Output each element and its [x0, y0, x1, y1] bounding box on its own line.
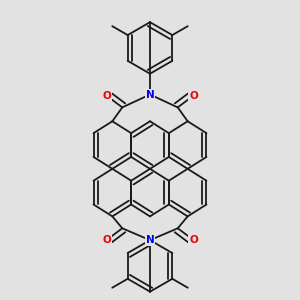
Text: N: N — [146, 89, 154, 100]
Text: O: O — [189, 91, 198, 100]
Text: N: N — [146, 235, 154, 245]
Text: O: O — [102, 235, 111, 245]
Text: O: O — [189, 235, 198, 245]
Text: O: O — [102, 91, 111, 100]
